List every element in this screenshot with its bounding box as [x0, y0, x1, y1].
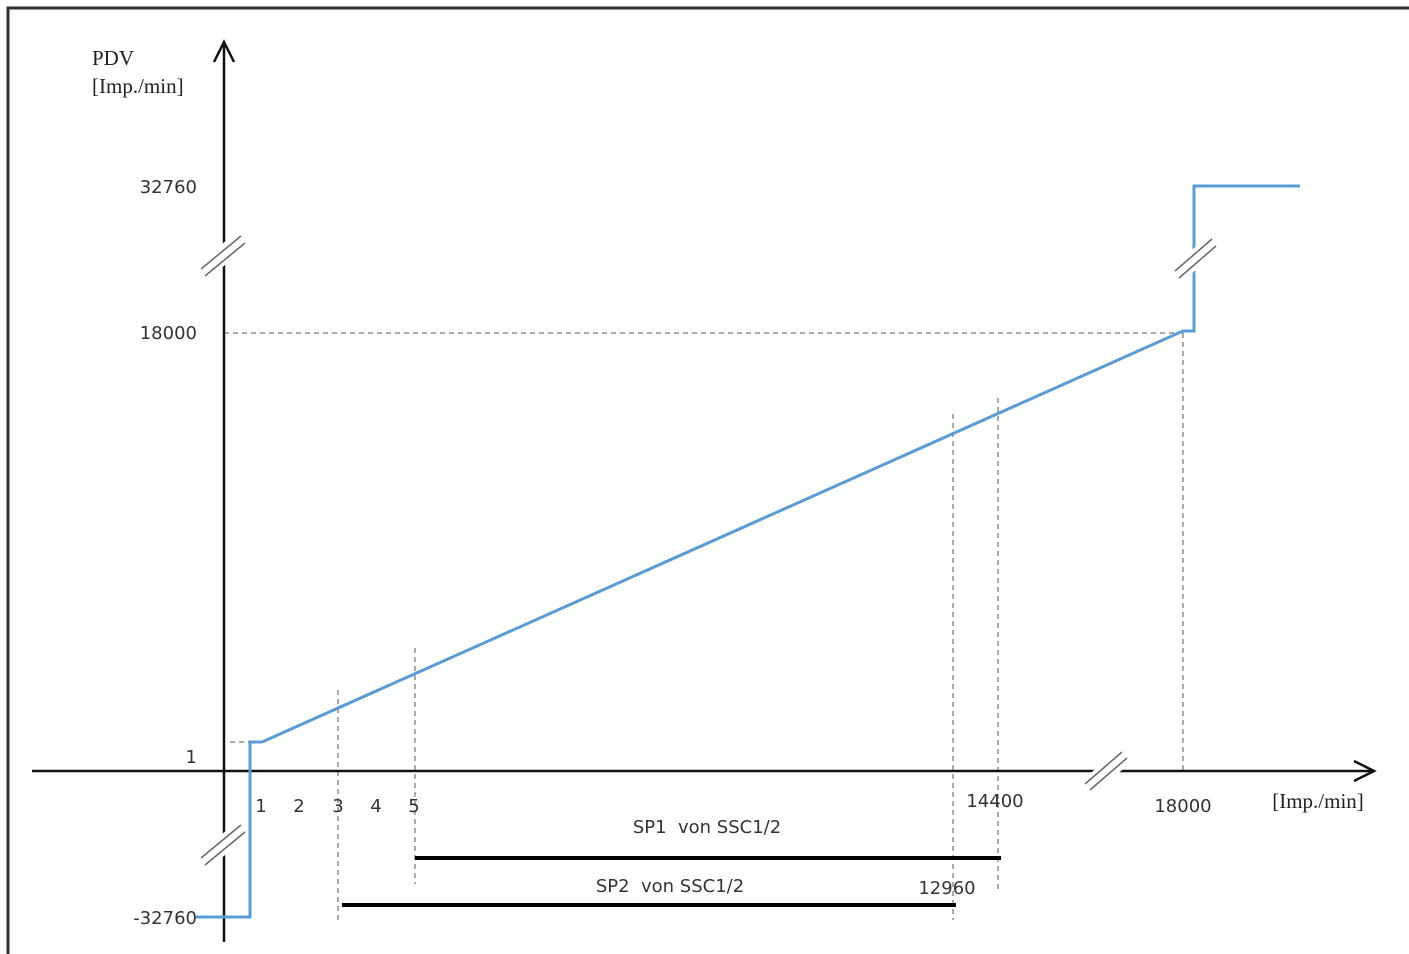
x-arrow — [1353, 759, 1377, 783]
axis-breaks — [199, 233, 1131, 867]
x-tick-label: 1 — [255, 796, 266, 817]
y-tick-label: 32760 — [140, 177, 197, 198]
x-tick-label: 18000 — [1154, 796, 1211, 817]
y-axis-title: PDV — [92, 46, 134, 70]
range-label: SP1 von SSC1/2 — [633, 817, 781, 838]
y-axis-unit: [Imp./min] — [92, 74, 184, 98]
x-tick-label: 3 — [332, 796, 343, 817]
range-end-label: 12960 — [918, 878, 975, 899]
x-tick-label: 4 — [370, 796, 381, 817]
range-label: SP2 von SSC1/2 — [596, 876, 744, 897]
x-axis-unit: [Imp./min] — [1272, 789, 1364, 813]
guides — [224, 332, 1184, 922]
y-tick-label: -32760 — [133, 908, 197, 929]
y-tick-label: 18000 — [140, 323, 197, 344]
curve-break — [1171, 237, 1219, 281]
x-tick-label: 2 — [293, 796, 304, 817]
x-tick-label: 5 — [408, 796, 419, 817]
characteristic-curve — [196, 184, 1300, 919]
y-arrow — [212, 39, 236, 63]
y-tick-label: 1 — [186, 747, 197, 768]
x-tick-label: 14400 — [966, 791, 1023, 812]
frame — [6, 6, 1409, 954]
